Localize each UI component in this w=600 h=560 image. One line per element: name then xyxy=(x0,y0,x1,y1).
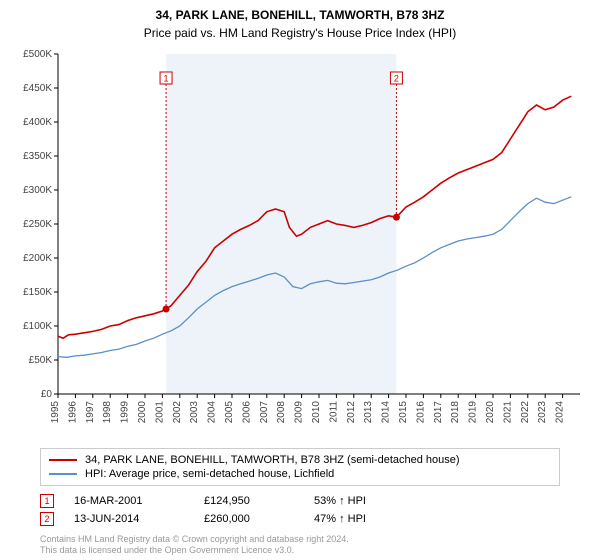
svg-text:2017: 2017 xyxy=(433,401,444,424)
svg-text:2008: 2008 xyxy=(276,401,287,424)
event-marker-icon: 2 xyxy=(40,512,54,526)
svg-text:2018: 2018 xyxy=(450,401,461,424)
svg-text:2006: 2006 xyxy=(241,401,252,424)
svg-text:2000: 2000 xyxy=(137,401,148,424)
event-pct: 47% ↑ HPI xyxy=(314,513,366,525)
svg-text:£500K: £500K xyxy=(23,49,52,60)
svg-text:1996: 1996 xyxy=(67,401,78,424)
svg-text:1997: 1997 xyxy=(85,401,96,424)
svg-text:2001: 2001 xyxy=(154,401,165,424)
legend-item: HPI: Average price, semi-detached house,… xyxy=(49,467,551,481)
svg-text:2022: 2022 xyxy=(520,401,531,424)
chart-title: 34, PARK LANE, BONEHILL, TAMWORTH, B78 3… xyxy=(0,0,600,24)
svg-text:2014: 2014 xyxy=(381,401,392,424)
svg-text:£250K: £250K xyxy=(23,219,52,230)
legend: 34, PARK LANE, BONEHILL, TAMWORTH, B78 3… xyxy=(40,448,560,486)
svg-text:2012: 2012 xyxy=(346,401,357,424)
legend-label: 34, PARK LANE, BONEHILL, TAMWORTH, B78 3… xyxy=(85,454,460,466)
event-marker-icon: 1 xyxy=(40,494,54,508)
svg-text:£350K: £350K xyxy=(23,151,52,162)
event-row: 1 16-MAR-2001 £124,950 53% ↑ HPI xyxy=(40,492,560,510)
legend-label: HPI: Average price, semi-detached house,… xyxy=(85,468,334,480)
event-date: 13-JUN-2014 xyxy=(74,513,204,525)
svg-text:£300K: £300K xyxy=(23,185,52,196)
svg-text:£100K: £100K xyxy=(23,321,52,332)
svg-text:£150K: £150K xyxy=(23,287,52,298)
svg-text:2010: 2010 xyxy=(311,401,322,424)
svg-text:2: 2 xyxy=(394,74,399,84)
chart-container: 34, PARK LANE, BONEHILL, TAMWORTH, B78 3… xyxy=(0,0,600,560)
svg-text:2002: 2002 xyxy=(172,401,183,424)
svg-text:2015: 2015 xyxy=(398,401,409,424)
event-price: £124,950 xyxy=(204,495,314,507)
svg-text:£200K: £200K xyxy=(23,253,52,264)
svg-text:2013: 2013 xyxy=(363,401,374,424)
legend-swatch xyxy=(49,459,77,461)
event-row: 2 13-JUN-2014 £260,000 47% ↑ HPI xyxy=(40,510,560,528)
svg-text:2016: 2016 xyxy=(415,401,426,424)
svg-text:2005: 2005 xyxy=(224,401,235,424)
svg-text:1999: 1999 xyxy=(120,401,131,424)
svg-text:1998: 1998 xyxy=(102,401,113,424)
svg-text:2011: 2011 xyxy=(328,401,339,423)
svg-text:2023: 2023 xyxy=(537,401,548,424)
chart-svg: £0 £50K £100K £150K £200K £250K £300K £350K £400… xyxy=(0,44,600,440)
event-date: 16-MAR-2001 xyxy=(74,495,204,507)
svg-text:2007: 2007 xyxy=(259,401,270,424)
svg-text:£0: £0 xyxy=(41,389,53,400)
svg-text:2021: 2021 xyxy=(502,401,513,424)
svg-text:2004: 2004 xyxy=(207,401,218,424)
svg-text:2024: 2024 xyxy=(555,401,566,424)
svg-text:2020: 2020 xyxy=(485,401,496,424)
svg-text:2003: 2003 xyxy=(189,401,200,424)
svg-text:£450K: £450K xyxy=(23,83,52,94)
footer-attribution: Contains HM Land Registry data © Crown c… xyxy=(40,534,580,556)
svg-text:£50K: £50K xyxy=(29,355,53,366)
chart-subtitle: Price paid vs. HM Land Registry's House … xyxy=(0,24,600,40)
footer-line: Contains HM Land Registry data © Crown c… xyxy=(40,534,580,545)
event-pct: 53% ↑ HPI xyxy=(314,495,366,507)
footer-line: This data is licensed under the Open Gov… xyxy=(40,545,580,556)
svg-text:2019: 2019 xyxy=(468,401,479,424)
legend-swatch xyxy=(49,473,77,475)
svg-text:2009: 2009 xyxy=(294,401,305,424)
event-table: 1 16-MAR-2001 £124,950 53% ↑ HPI 2 13-JU… xyxy=(40,492,560,528)
svg-text:1995: 1995 xyxy=(50,401,61,424)
chart-plot-area: £0 £50K £100K £150K £200K £250K £300K £350K £400… xyxy=(0,44,600,440)
event-price: £260,000 xyxy=(204,513,314,525)
svg-text:£400K: £400K xyxy=(23,117,52,128)
svg-text:1: 1 xyxy=(164,74,169,84)
legend-item: 34, PARK LANE, BONEHILL, TAMWORTH, B78 3… xyxy=(49,453,551,467)
